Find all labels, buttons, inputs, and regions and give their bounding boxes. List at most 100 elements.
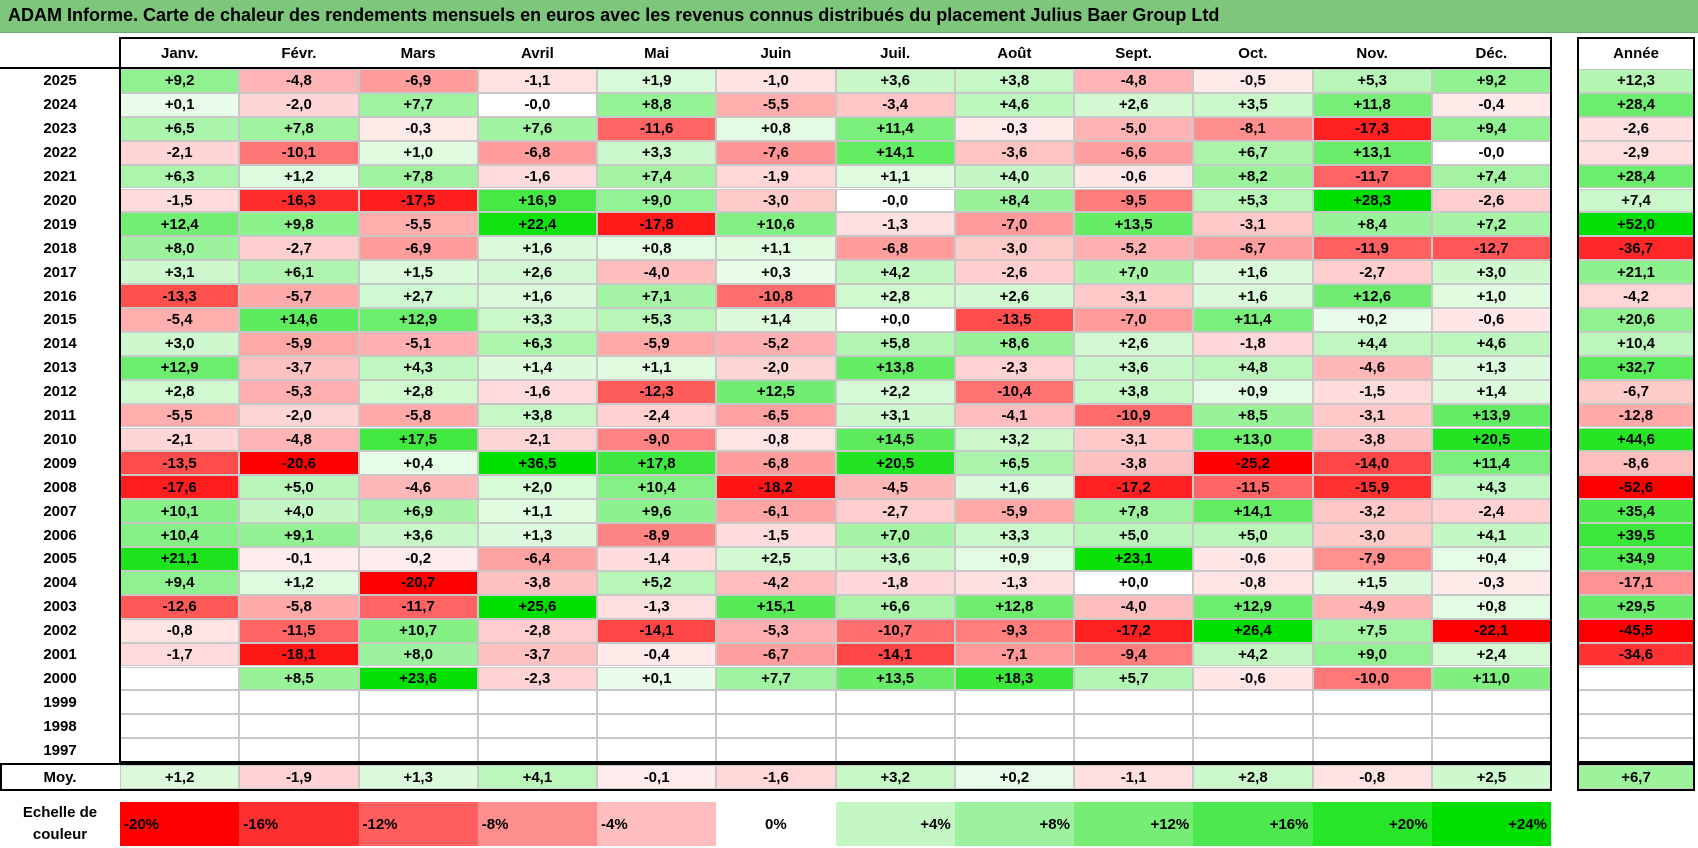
heatmap-cell: +12,8 <box>954 594 1074 619</box>
heatmap-cell: -0,0 <box>1431 140 1551 165</box>
heatmap-cell <box>1312 714 1432 739</box>
heatmap-cell: -9,3 <box>954 618 1074 643</box>
heatmap-cell: -1,5 <box>716 523 836 547</box>
annual-cell: -52,6 <box>1578 475 1694 500</box>
average-cell: +2,5 <box>1431 765 1551 789</box>
heatmap-cell: -2,6 <box>1431 188 1551 213</box>
heatmap-cell: +7,0 <box>1074 260 1194 285</box>
heatmap-cell: +10,4 <box>120 523 240 547</box>
heatmap-cell: -1,0 <box>716 69 836 93</box>
heatmap-cell: +11,4 <box>1193 308 1313 332</box>
heatmap-cell: -10,0 <box>1312 666 1432 691</box>
heatmap-cell: +1,5 <box>358 260 478 285</box>
row-year-label: 2021 <box>43 168 77 186</box>
heatmap-cell: -6,4 <box>477 547 597 571</box>
heatmap-cell: +1,3 <box>1431 355 1551 380</box>
heatmap-cell <box>1312 738 1432 763</box>
heatmap-cell: +17,5 <box>358 427 478 452</box>
heatmap-cell: +5,0 <box>1074 523 1194 547</box>
title-bar: ADAM Informe. Carte de chaleur des rende… <box>0 0 1698 33</box>
heatmap-cell <box>954 690 1074 715</box>
heatmap-cell: -6,1 <box>716 499 836 524</box>
heatmap-cell <box>1074 690 1194 715</box>
heatmap-cell: +4,2 <box>835 260 955 285</box>
heatmap-cell: -0,3 <box>1431 570 1551 595</box>
column-header: Févr. <box>281 45 317 62</box>
heatmap-cell: +1,6 <box>1193 284 1313 308</box>
heatmap-cell: +6,3 <box>120 164 240 189</box>
heatmap-cell: +0,2 <box>1312 308 1432 332</box>
average-annual-cell: +6,7 <box>1578 765 1694 789</box>
heatmap-cell: -16,3 <box>239 188 359 213</box>
heatmap-cell: +3,8 <box>1074 379 1194 404</box>
heatmap-cell: -5,3 <box>716 618 836 643</box>
heatmap-cell: +14,1 <box>1193 499 1313 524</box>
heatmap-cell: -2,0 <box>716 355 836 380</box>
heatmap-cell: +13,9 <box>1431 403 1551 428</box>
heatmap-cell: +2,6 <box>477 260 597 285</box>
heatmap-cell: -10,7 <box>835 618 955 643</box>
heatmap-cell: -9,0 <box>597 427 717 452</box>
heatmap-cell: +0,9 <box>954 547 1074 571</box>
heatmap-cell: -18,1 <box>239 642 359 667</box>
annual-cell: -36,7 <box>1578 236 1694 261</box>
heatmap-cell <box>954 714 1074 739</box>
heatmap-cell: +1,6 <box>477 284 597 308</box>
heatmap-cell: -3,2 <box>1312 499 1432 524</box>
heatmap-cell: +5,0 <box>1193 523 1313 547</box>
heatmap-cell: -7,9 <box>1312 547 1432 571</box>
row-year-label: 1997 <box>43 741 77 759</box>
heatmap-cell: +8,0 <box>120 236 240 261</box>
heatmap-cell <box>477 738 597 763</box>
annual-cell: +20,6 <box>1578 308 1694 332</box>
heatmap-cell: -7,0 <box>1074 308 1194 332</box>
column-header: Juil. <box>880 45 911 62</box>
heatmap-cell: +3,6 <box>835 69 955 93</box>
annual-cell: -8,6 <box>1578 451 1694 476</box>
heatmap-cell: -10,1 <box>239 140 359 165</box>
heatmap-cell: -10,8 <box>716 284 836 308</box>
heatmap-cell: +7,1 <box>597 284 717 308</box>
heatmap-cell: +14,5 <box>835 427 955 452</box>
heatmap-cell: -2,3 <box>954 355 1074 380</box>
color-scale-step: +16% <box>1193 802 1313 846</box>
heatmap-cell: +1,1 <box>716 236 836 261</box>
heatmap-cell: +0,8 <box>597 236 717 261</box>
average-cell: -0,1 <box>597 765 717 789</box>
heatmap-cell: +8,8 <box>597 92 717 117</box>
annual-cell: -2,6 <box>1578 116 1694 141</box>
heatmap-cell: +8,2 <box>1193 164 1313 189</box>
average-cell: +0,2 <box>954 765 1074 789</box>
average-cell: -1,6 <box>716 765 836 789</box>
heatmap-cell: -6,7 <box>1193 236 1313 261</box>
heatmap-cell <box>477 690 597 715</box>
heatmap-cell: +0,4 <box>358 451 478 476</box>
color-scale-step: +4% <box>835 802 955 846</box>
annual-cell: +39,5 <box>1578 523 1694 547</box>
heatmap-cell: -5,9 <box>954 499 1074 524</box>
heatmap-cell: +9,8 <box>239 212 359 237</box>
heatmap-cell: +25,6 <box>477 594 597 619</box>
heatmap-cell: +23,6 <box>358 666 478 691</box>
heatmap-cell: -3,8 <box>477 570 597 595</box>
heatmap-cell: +7,0 <box>835 523 955 547</box>
heatmap-cell: -4,8 <box>239 69 359 93</box>
heatmap-cell: +2,5 <box>716 547 836 571</box>
row-year-label: 1998 <box>43 717 77 735</box>
heatmap-cell: +1,6 <box>1193 260 1313 285</box>
heatmap-cell: +12,9 <box>358 308 478 332</box>
heatmap-cell: -1,9 <box>716 164 836 189</box>
heatmap-cell: -17,5 <box>358 188 478 213</box>
heatmap-cell <box>716 690 836 715</box>
heatmap-cell <box>239 714 359 739</box>
annual-cell <box>1578 738 1694 763</box>
heatmap-cell: -18,2 <box>716 475 836 500</box>
heatmap-cell: -11,6 <box>597 116 717 141</box>
annual-cell: +52,0 <box>1578 212 1694 237</box>
heatmap-cell: +1,1 <box>597 355 717 380</box>
annual-cell: +10,4 <box>1578 331 1694 356</box>
color-scale-step: -16% <box>239 802 359 846</box>
heatmap-cell: -4,8 <box>1074 69 1194 93</box>
heatmap-cell: -4,8 <box>239 427 359 452</box>
heatmap-cell: -6,6 <box>1074 140 1194 165</box>
